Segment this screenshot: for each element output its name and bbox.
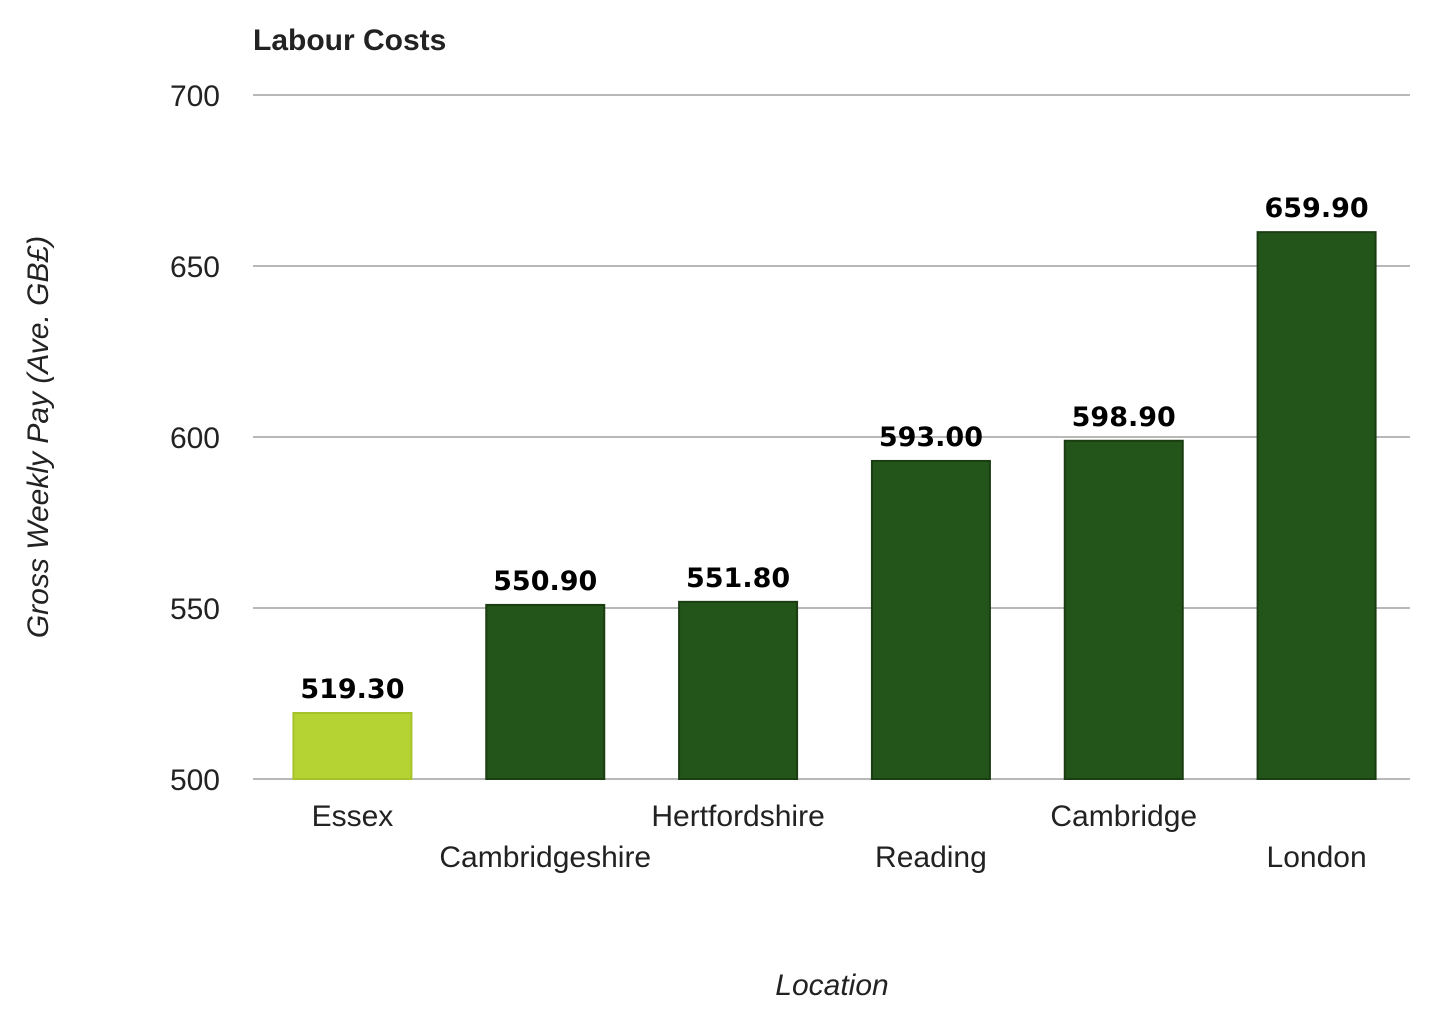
bar	[1256, 231, 1377, 780]
x-tick-label: Cambridge	[1050, 800, 1197, 833]
gridlines	[253, 94, 1410, 780]
data-labels: 519.30 550.90 551.80 593.00 598.90 659.90	[300, 193, 1368, 705]
x-tick-label: Reading	[875, 841, 987, 874]
data-label: 598.90	[1072, 402, 1176, 433]
x-tick-label: Cambridgeshire	[439, 841, 651, 874]
data-label: 659.90	[1264, 193, 1368, 224]
y-axis-ticks: 500 550 600 650 700	[170, 80, 220, 797]
x-tick-label: London	[1267, 841, 1367, 874]
bar	[870, 459, 991, 780]
data-label: 550.90	[493, 566, 597, 597]
bar	[485, 603, 606, 780]
x-tick-label: Hertfordshire	[651, 800, 824, 833]
y-axis-label: Gross Weekly Pay (Ave. GB£)	[22, 236, 55, 638]
bar	[1063, 439, 1184, 780]
y-tick-label: 600	[170, 422, 220, 455]
data-label: 593.00	[879, 422, 983, 453]
y-tick-label: 700	[170, 80, 220, 113]
bar	[292, 711, 413, 781]
x-axis-label: Location	[775, 969, 888, 1002]
y-tick-label: 650	[170, 251, 220, 284]
y-tick-label: 550	[170, 593, 220, 626]
bars	[292, 231, 1377, 781]
chart-title: Labour Costs	[253, 24, 446, 57]
x-tick-label: Essex	[312, 800, 394, 833]
y-tick-label: 500	[170, 764, 220, 797]
data-label: 551.80	[686, 563, 790, 594]
data-label: 519.30	[300, 674, 404, 705]
bar	[678, 600, 799, 780]
